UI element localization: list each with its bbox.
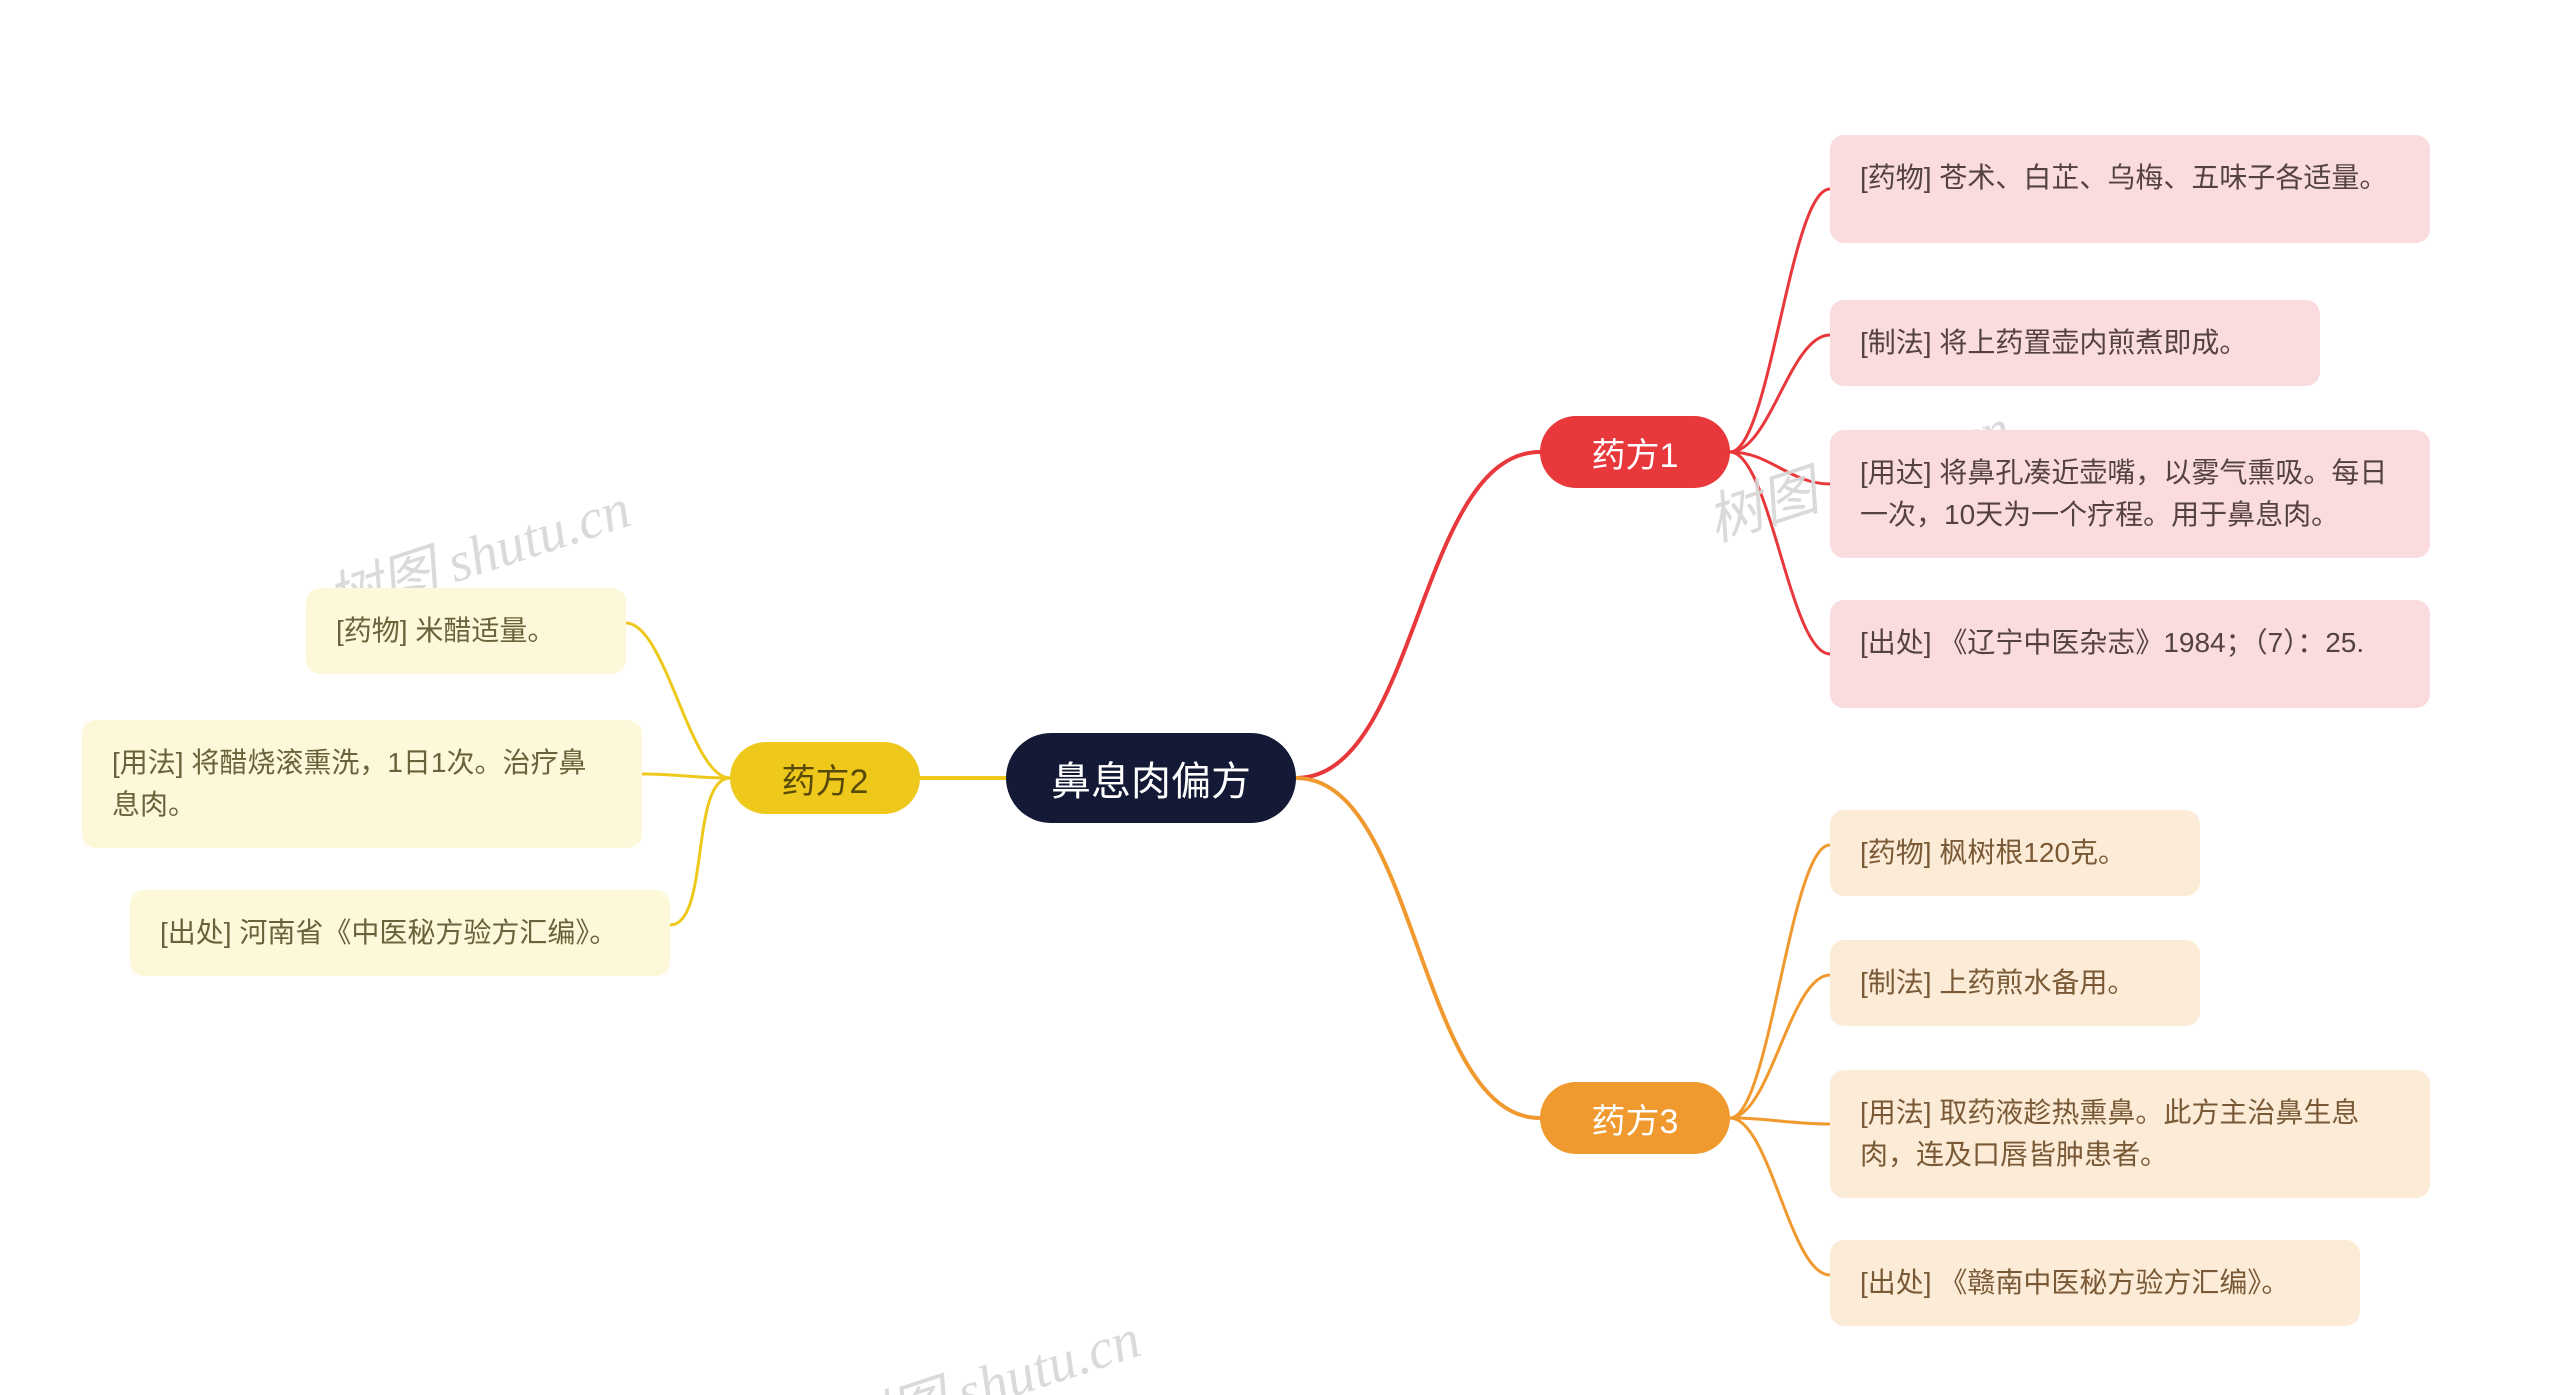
leaf-b1-1: [制法] 将上药置壶内煎煮即成。 [1830, 300, 2320, 386]
leaf-b3-0: [药物] 枫树根120克。 [1830, 810, 2200, 896]
branch-b3[interactable]: 药方3 [1540, 1082, 1730, 1154]
branch-b2[interactable]: 药方2 [730, 742, 920, 814]
leaf-b1-2: [用达] 将鼻孔凑近壶嘴，以雾气熏吸。每日一次，10天为一个疗程。用于鼻息肉。 [1830, 430, 2430, 558]
leaf-b2-2: [出处] 河南省《中医秘方验方汇编》。 [130, 890, 670, 976]
leaf-b3-2: [用法] 取药液趁热熏鼻。此方主治鼻生息肉，连及口唇皆肿患者。 [1830, 1070, 2430, 1198]
leaf-b3-1: [制法] 上药煎水备用。 [1830, 940, 2200, 1026]
leaf-b1-3: [出处] 《辽宁中医杂志》1984；（7）：25. [1830, 600, 2430, 708]
leaf-b2-0: [药物] 米醋适量。 [306, 588, 626, 674]
root-node[interactable]: 鼻息肉偏方 [1006, 733, 1296, 823]
leaf-b1-0: [药物] 苍术、白芷、乌梅、五味子各适量。 [1830, 135, 2430, 243]
branch-b1[interactable]: 药方1 [1540, 416, 1730, 488]
watermark-3: 树图 shutu.cn [825, 1293, 1149, 1395]
leaf-b2-1: [用法] 将醋烧滚熏洗，1日1次。治疗鼻息肉。 [82, 720, 642, 848]
leaf-b3-3: [出处] 《赣南中医秘方验方汇编》。 [1830, 1240, 2360, 1326]
